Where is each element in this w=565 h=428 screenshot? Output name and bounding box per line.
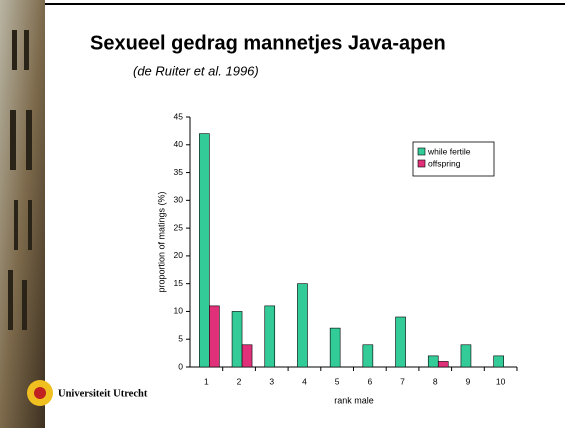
y-tick-label: 30 <box>174 195 184 205</box>
y-tick-label: 35 <box>174 167 184 177</box>
subtitle: (de Ruiter et al. 1996) <box>133 63 259 78</box>
bar <box>363 345 373 367</box>
x-tick-label: 10 <box>496 376 506 386</box>
x-tick-label: 2 <box>237 376 242 386</box>
bar <box>438 361 448 367</box>
bar <box>428 356 438 367</box>
x-tick-label: 6 <box>367 376 372 386</box>
legend-swatch <box>418 148 425 155</box>
logo <box>27 380 53 406</box>
x-tick-label: 5 <box>335 376 340 386</box>
tower-photo <box>0 0 45 428</box>
legend-label: offspring <box>428 158 461 168</box>
x-tick-label: 3 <box>269 376 274 386</box>
bar <box>297 284 307 367</box>
slide-title: Sexueel gedrag mannetjes Java-apen <box>90 32 446 54</box>
bar <box>494 356 504 367</box>
bar <box>232 311 242 367</box>
y-tick-label: 40 <box>174 139 184 149</box>
y-tick-label: 25 <box>174 222 184 232</box>
bar <box>199 134 209 367</box>
x-tick-label: 8 <box>433 376 438 386</box>
y-tick-label: 45 <box>174 111 184 121</box>
y-tick-label: 0 <box>178 361 183 371</box>
y-tick-label: 15 <box>174 278 184 288</box>
bar <box>396 317 406 367</box>
y-tick-label: 20 <box>174 250 184 260</box>
y-tick-label: 10 <box>174 306 184 316</box>
bar <box>265 306 275 367</box>
x-tick-label: 9 <box>466 376 471 386</box>
legend-swatch <box>418 160 425 167</box>
logo-text: Universiteit Utrecht <box>58 388 148 399</box>
x-axis-label: rank male <box>334 395 374 405</box>
y-tick-label: 5 <box>178 333 183 343</box>
x-tick-label: 4 <box>302 376 307 386</box>
x-tick-label: 7 <box>400 376 405 386</box>
bar <box>209 306 219 367</box>
bar <box>242 345 252 367</box>
bar <box>330 328 340 367</box>
slide: Sexueel gedrag mannetjes Java-apen (de R… <box>0 0 565 428</box>
legend-label: while fertile <box>427 146 471 156</box>
bar <box>461 345 471 367</box>
y-axis-label: proportion of matings (%) <box>156 191 166 292</box>
x-tick-label: 1 <box>204 376 209 386</box>
